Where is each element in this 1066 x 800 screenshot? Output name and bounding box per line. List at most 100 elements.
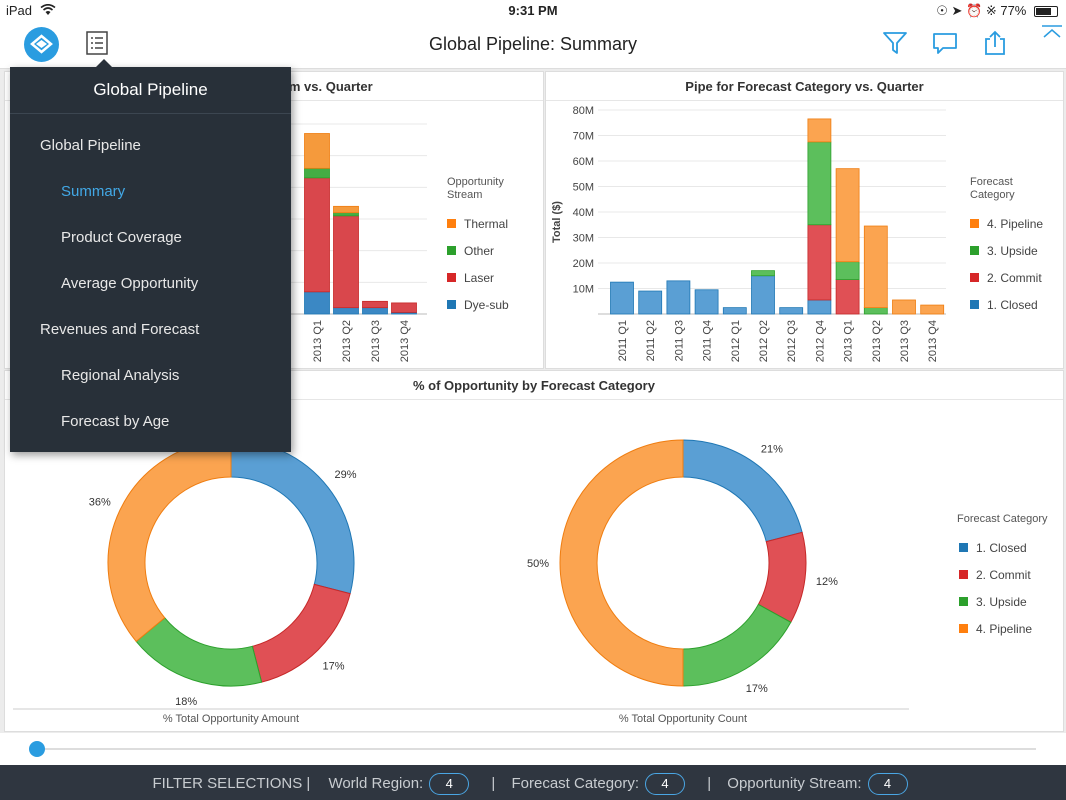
donut-caption: % Total Opportunity Count: [619, 713, 747, 725]
forecast-chart-title-bar: [546, 72, 1063, 101]
legend-label: 4. Pipeline: [976, 622, 1032, 636]
donut-slice: [559, 439, 684, 687]
x-tick-label: 2013 Q4: [927, 320, 939, 362]
filter-icon[interactable]: [882, 30, 908, 56]
menu-item-revenues-and-forecast[interactable]: Revenues and Forecast: [40, 321, 200, 338]
filter-forecast-category-count[interactable]: 4: [645, 773, 686, 795]
legend-swatch: [447, 300, 456, 309]
legend-title: Forecast Category: [957, 513, 1048, 525]
app-logo-button[interactable]: [24, 27, 59, 62]
menu-item-forecast-by-age[interactable]: Forecast by Age: [61, 413, 170, 430]
y-tick-label: 20M: [573, 258, 594, 270]
legend-swatch: [970, 219, 979, 228]
location-icon: ➤: [951, 3, 963, 18]
x-tick-label: 2011 Q3: [673, 320, 685, 361]
legend-title: Stream: [447, 189, 482, 201]
nav-bar: Global Pipeline: Summary: [0, 22, 1066, 69]
y-tick-label: 50M: [573, 182, 594, 194]
x-tick-label: 2012 Q1: [730, 320, 742, 362]
bar-segment: [333, 212, 359, 217]
legend-label: 3. Upside: [976, 595, 1027, 609]
legend-title: Opportunity: [447, 176, 504, 188]
x-tick-label: 2011 Q1: [617, 320, 629, 361]
legend-label: Other: [464, 244, 494, 258]
forecast-chart-panel: Pipe for Forecast Category vs. Quarter 1…: [545, 71, 1064, 369]
menu-item-product-coverage[interactable]: Product Coverage: [61, 229, 182, 246]
bar-segment: [892, 299, 916, 315]
donut-slice: [682, 439, 803, 543]
menu-item-regional-analysis[interactable]: Regional Analysis: [61, 367, 180, 384]
slice-label: 21%: [761, 443, 783, 455]
status-left: iPad: [6, 3, 56, 18]
y-tick-label: 10M: [573, 284, 594, 296]
bar-segment: [920, 304, 945, 315]
bar-segment: [694, 289, 719, 315]
bar-segment: [751, 270, 775, 277]
bar-segment: [304, 291, 330, 315]
collapse-icon[interactable]: [1040, 24, 1064, 40]
slider-handle[interactable]: [29, 741, 45, 757]
x-tick-label: 2012 Q4: [814, 320, 826, 362]
y-tick-label: 70M: [573, 131, 594, 143]
x-tick-label: 2011 Q4: [702, 320, 714, 361]
filter-opportunity-stream-label: Opportunity Stream:: [727, 775, 862, 792]
filter-separator: |: [491, 775, 496, 792]
bar-segment: [391, 302, 417, 313]
x-tick-label: 2013 Q3: [899, 320, 911, 362]
filter-opportunity-stream-count[interactable]: 4: [867, 773, 908, 795]
legend-title: Forecast: [970, 176, 1013, 188]
donut-slice: [682, 603, 792, 687]
legend-title: Category: [970, 189, 1015, 201]
filter-forecast-category-label: Forecast Category:: [511, 775, 640, 792]
x-tick-label: 2012 Q2: [758, 320, 770, 362]
slice-label: 18%: [175, 696, 197, 708]
legend-swatch: [959, 570, 968, 579]
navigation-menu: Global Pipeline Global Pipeline Summary Pr…: [10, 59, 291, 452]
stream-chart: 2013 Q1 2013 Q2 2013 Q3 2013 Q4 OpportunityS…: [285, 123, 509, 362]
menu-item-average-opportunity[interactable]: Average Opportunity: [61, 275, 199, 292]
wifi-icon: [40, 3, 56, 15]
comment-icon[interactable]: [932, 30, 958, 56]
legend-label: Laser: [464, 271, 494, 285]
page-title: Global Pipeline: Summary: [428, 34, 638, 54]
filter-bar: FILTER SELECTIONS | World Region: 4 | For…: [0, 765, 1066, 800]
legend-swatch: [959, 597, 968, 606]
app-logo-icon: [30, 34, 53, 54]
bar-segment: [835, 261, 860, 280]
legend-swatch: [970, 300, 979, 309]
bar-segment: [666, 280, 691, 315]
bar-segment: [807, 118, 832, 143]
menu-item-summary[interactable]: Summary: [61, 183, 126, 200]
filter-heading: FILTER SELECTIONS |: [152, 775, 311, 792]
rotation-lock-icon: ☉: [936, 3, 948, 18]
bar-segment: [807, 141, 832, 226]
forecast-chart-title: Pipe for Forecast Category vs. Quarter: [685, 79, 924, 94]
slider-track[interactable]: [38, 748, 1036, 750]
x-tick-label: 2013 Q2: [871, 320, 883, 362]
legend-swatch: [447, 246, 456, 255]
legend-swatch: [959, 543, 968, 552]
time-slider[interactable]: [0, 733, 1066, 765]
legend-label: 2. Commit: [976, 568, 1031, 582]
menu-item-global-pipeline[interactable]: Global Pipeline: [40, 137, 141, 154]
menu-list-icon[interactable]: [86, 31, 108, 55]
bar-segment: [807, 224, 832, 301]
legend-label: 4. Pipeline: [987, 217, 1043, 231]
share-icon[interactable]: [982, 30, 1008, 56]
donut-title-bar: [5, 371, 1063, 400]
donut-panel-title: % of Opportunity by Forecast Category: [413, 378, 655, 393]
legend-label: 1. Closed: [976, 541, 1027, 555]
bar-segment: [304, 133, 330, 169]
bar-segment: [807, 299, 832, 315]
bar-segment: [362, 300, 388, 309]
legend-label: 2. Commit: [987, 271, 1042, 285]
slice-label: 36%: [89, 496, 111, 508]
bar-segment: [333, 215, 359, 309]
bar-segment: [333, 205, 359, 214]
filter-world-region-count[interactable]: 4: [429, 773, 470, 795]
legend-swatch: [959, 624, 968, 633]
donut-slice: [135, 617, 263, 687]
status-bar: iPad 9:31 PM ☉ ➤ ⏰ ※ 77%: [0, 0, 1066, 22]
y-tick-label: 60M: [573, 156, 594, 168]
legend-swatch: [970, 246, 979, 255]
